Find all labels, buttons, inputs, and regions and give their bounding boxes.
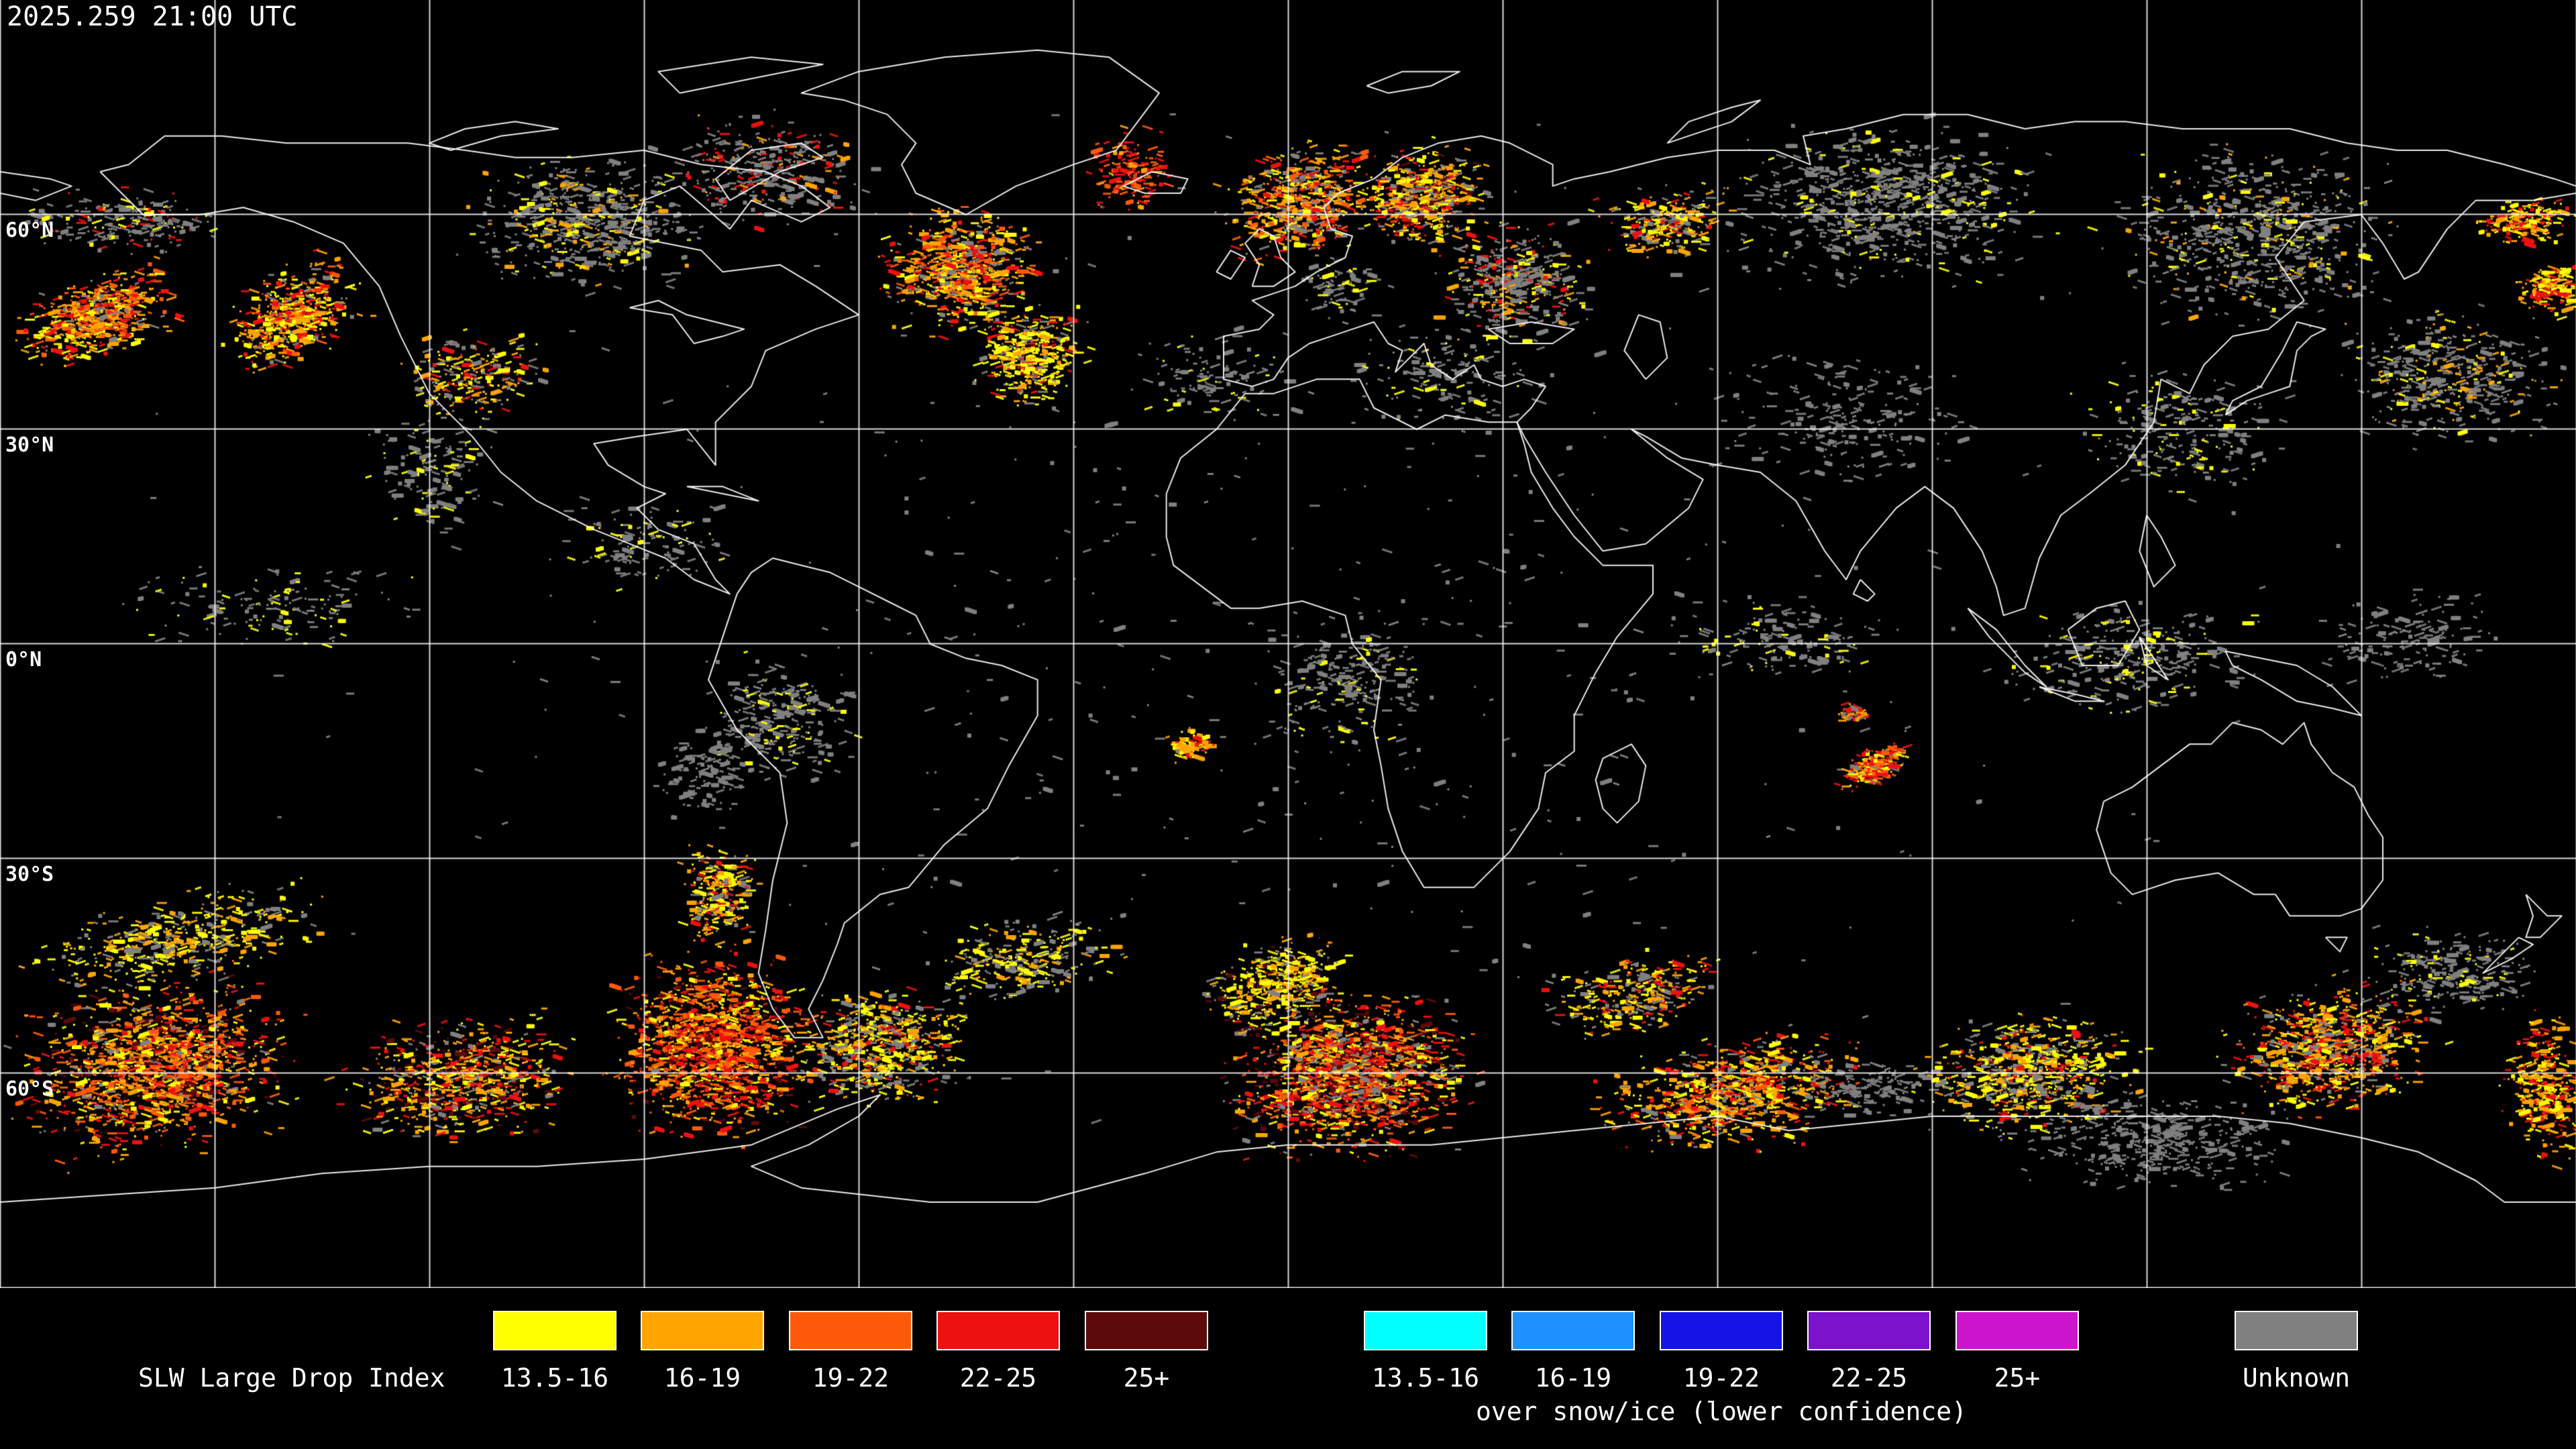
legend-range-label: 19-22 <box>1682 1363 1760 1393</box>
legend-range-label: 25+ <box>1123 1363 1170 1393</box>
legend-snowice-caption: over snow/ice (lower confidence) <box>1475 1397 1968 1426</box>
latitude-label: 30°S <box>5 863 54 886</box>
legend-range-label: 13.5-16 <box>500 1363 609 1393</box>
legend-range-label: 13.5-16 <box>1371 1363 1480 1393</box>
legend-swatch-unknown <box>2235 1311 2358 1350</box>
legend-swatch-standard-0 <box>493 1311 616 1350</box>
legend-range-label: 22-25 <box>1830 1363 1908 1393</box>
legend-range-label: 22-25 <box>959 1363 1037 1393</box>
legend-range-label: 19-22 <box>812 1363 890 1393</box>
legend-unknown-label: Unknown <box>2242 1363 2351 1393</box>
timestamp-label: 2025.259 21:00 UTC <box>7 1 298 32</box>
legend-swatch-snowice-1 <box>1511 1311 1635 1350</box>
legend-range-label: 16-19 <box>1534 1363 1612 1393</box>
world-map-canvas <box>0 0 2576 1288</box>
legend-swatch-snowice-0 <box>1364 1311 1487 1350</box>
latitude-label: 30°N <box>5 433 54 457</box>
legend-range-label: 25+ <box>1994 1363 2041 1393</box>
latitude-label: 60°N <box>5 219 54 242</box>
latitude-label: 0°N <box>5 648 42 672</box>
legend-range-label: 16-19 <box>663 1363 741 1393</box>
legend-swatch-snowice-4 <box>1955 1311 2079 1350</box>
legend-title: SLW Large Drop Index <box>138 1363 445 1393</box>
latitude-label: 60°S <box>5 1077 54 1101</box>
legend-swatch-standard-4 <box>1085 1311 1208 1350</box>
legend-swatch-snowice-2 <box>1660 1311 1783 1350</box>
legend-swatch-snowice-3 <box>1807 1311 1931 1350</box>
legend-swatch-standard-2 <box>789 1311 912 1350</box>
legend-bar: SLW Large Drop Index 13.5-16 16-19 19-22 22… <box>0 1288 2576 1449</box>
legend-swatch-standard-3 <box>936 1311 1060 1350</box>
world-map: 2025.259 21:00 UTC 60°N 30°N 0°N 30°S 60°S <box>0 0 2576 1288</box>
legend-swatch-standard-1 <box>641 1311 764 1350</box>
